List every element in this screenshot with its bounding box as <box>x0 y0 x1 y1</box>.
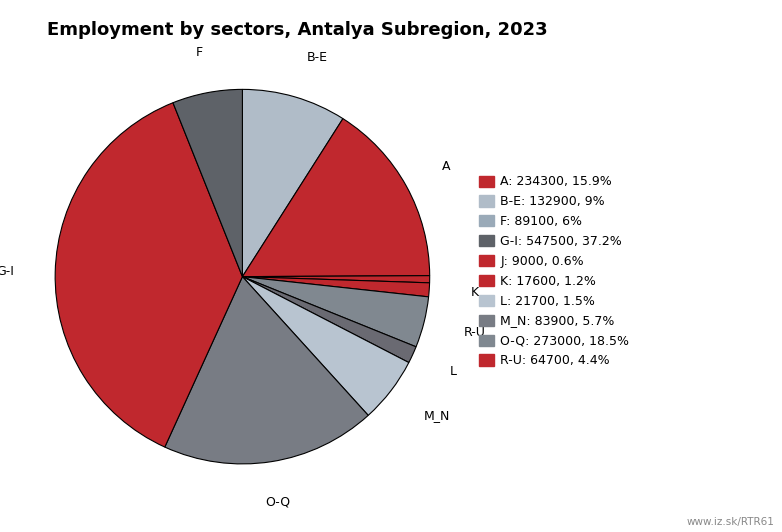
Text: R-U: R-U <box>464 326 486 339</box>
Wedge shape <box>242 89 343 277</box>
Wedge shape <box>242 277 416 362</box>
Wedge shape <box>242 277 409 415</box>
Wedge shape <box>242 277 429 347</box>
Text: K: K <box>470 286 479 300</box>
Text: www.iz.sk/RTR61: www.iz.sk/RTR61 <box>687 517 774 527</box>
Text: O-Q: O-Q <box>265 496 290 509</box>
Text: A: A <box>443 160 451 173</box>
Wedge shape <box>173 89 242 277</box>
Text: G-I: G-I <box>0 265 14 278</box>
Text: L: L <box>450 365 457 378</box>
Wedge shape <box>242 119 429 277</box>
Wedge shape <box>56 103 242 447</box>
Wedge shape <box>242 276 429 283</box>
Wedge shape <box>165 277 368 464</box>
Text: B-E: B-E <box>307 51 328 64</box>
Legend: A: 234300, 15.9%, B-E: 132900, 9%, F: 89100, 6%, G-I: 547500, 37.2%, J: 9000, 0.: A: 234300, 15.9%, B-E: 132900, 9%, F: 89… <box>475 172 633 371</box>
Text: Employment by sectors, Antalya Subregion, 2023: Employment by sectors, Antalya Subregion… <box>47 21 547 39</box>
Wedge shape <box>242 277 429 297</box>
Text: F: F <box>196 46 203 59</box>
Text: M_N: M_N <box>424 410 450 422</box>
